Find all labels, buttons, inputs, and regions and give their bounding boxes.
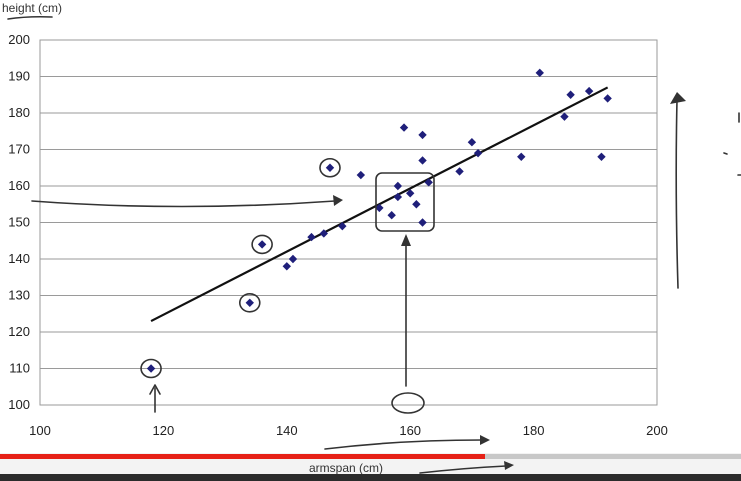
y-tick-labels: 100 110 120 130 140 150 160 170 180 190 200 <box>8 32 30 412</box>
arrow-right-below-axis <box>324 439 483 450</box>
y-tick-label-170: 170 <box>8 142 30 157</box>
handwritten-annotations <box>31 92 741 450</box>
data-point-17 <box>418 130 427 140</box>
y-axis-title-underline <box>7 15 53 20</box>
data-point-12 <box>393 181 403 191</box>
circled-point-1 <box>238 292 261 313</box>
x-tick-labels: 100 120 140 160 180 200 <box>29 423 668 438</box>
y-tick-label-130: 130 <box>8 288 30 303</box>
arrow-to-cluster-head <box>333 195 343 206</box>
x-tick-label-200: 200 <box>646 423 668 438</box>
y-tick-label-100: 100 <box>8 397 30 412</box>
data-point-11 <box>387 211 396 220</box>
y-tick-label-140: 140 <box>8 251 30 266</box>
data-point-26 <box>560 112 569 121</box>
data-point-22 <box>467 138 477 147</box>
data-point-27 <box>566 90 575 99</box>
y-tick-label-200: 200 <box>8 32 30 47</box>
data-point-1 <box>245 298 254 307</box>
data-point-13 <box>393 192 403 202</box>
x-tick-label-120: 120 <box>153 423 175 438</box>
data-point-21 <box>455 167 464 176</box>
data-point-29 <box>597 152 606 161</box>
data-point-25 <box>535 68 544 78</box>
data-point-15 <box>406 189 415 198</box>
data-point-9 <box>356 170 366 180</box>
y-tick-label-180: 180 <box>8 105 30 120</box>
x-tick-label-160: 160 <box>399 423 421 438</box>
data-point-6 <box>319 229 329 238</box>
data-point-4 <box>288 254 298 264</box>
handwritten-circles <box>140 157 341 379</box>
data-point-14 <box>399 123 409 132</box>
video-controls-strip <box>0 474 741 481</box>
data-point-24 <box>517 152 526 161</box>
margin-mark-2 <box>723 152 728 155</box>
circled-x-tick-160 <box>391 392 425 414</box>
arrow-up-right-margin <box>675 99 679 289</box>
y-tick-label-160: 160 <box>8 178 30 193</box>
data-point-23 <box>473 148 483 158</box>
y-axis-title: height (cm) <box>2 1 62 15</box>
video-progress-fill <box>0 454 486 459</box>
data-point-7 <box>325 163 335 172</box>
data-point-0 <box>146 364 156 373</box>
circled-point-2 <box>251 234 273 255</box>
video-progress-bar[interactable] <box>0 454 741 459</box>
circled-point-0 <box>140 358 162 379</box>
data-point-5 <box>307 232 316 242</box>
data-point-8 <box>338 221 347 231</box>
arrow-up-from-x-tick-120-head <box>149 384 161 395</box>
cluster-box <box>375 172 435 232</box>
y-tick-label-120: 120 <box>8 324 30 339</box>
data-point-16 <box>412 200 421 209</box>
x-tick-label-140: 140 <box>276 423 298 438</box>
data-point-28 <box>584 86 594 96</box>
y-tick-label-150: 150 <box>8 215 30 230</box>
data-point-18 <box>418 156 427 165</box>
x-tick-label-100: 100 <box>29 423 51 438</box>
data-point-3 <box>282 262 291 271</box>
data-point-19 <box>418 218 427 227</box>
circled-point-7 <box>319 157 341 178</box>
arrow-up-to-cluster-head <box>401 234 411 246</box>
data-point-2 <box>257 240 267 249</box>
data-point-30 <box>603 94 612 103</box>
data-point-10 <box>375 203 384 213</box>
arrow-up-right-margin-head <box>670 92 686 104</box>
x-tick-label-180: 180 <box>523 423 545 438</box>
gridlines <box>40 39 657 406</box>
y-tick-label-190: 190 <box>8 69 30 84</box>
data-point-20 <box>424 178 433 187</box>
plot-area-border <box>39 39 658 406</box>
data-points <box>146 68 612 373</box>
arrow-to-cluster <box>31 200 336 208</box>
y-tick-label-110: 110 <box>9 361 30 376</box>
arrow-right-below-axis-head <box>480 435 490 445</box>
